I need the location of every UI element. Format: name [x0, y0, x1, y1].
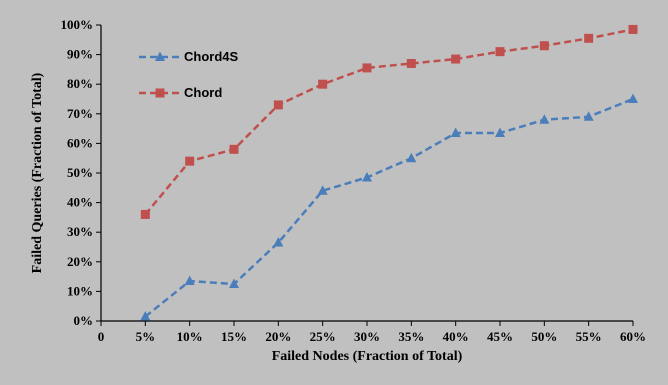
x-tick-label: 30%: [354, 329, 380, 344]
x-tick-label: 20%: [265, 329, 291, 344]
y-tick-label: 10%: [67, 283, 93, 298]
data-point-chord4s: [362, 171, 372, 182]
data-point-chord: [495, 47, 505, 57]
data-point-chord4s: [229, 278, 239, 288]
x-tick-label: 15%: [221, 329, 247, 344]
data-point-chord: [539, 41, 549, 51]
series-chord: [140, 24, 638, 219]
data-point-chord4s: [628, 93, 638, 103]
data-point-chord: [451, 54, 461, 64]
data-point-chord4s: [495, 127, 505, 138]
y-tick-label: 90%: [67, 47, 93, 62]
x-tick-label: 10%: [177, 329, 203, 344]
data-point-chord: [185, 156, 195, 166]
x-tick-label: 50%: [531, 329, 557, 344]
x-tick-label: 60%: [620, 329, 646, 344]
data-point-chord4s: [317, 185, 328, 195]
legend-marker-chord: [155, 88, 165, 98]
y-tick-label: 40%: [67, 195, 93, 210]
data-point-chord: [362, 63, 372, 73]
data-point-chord4s: [140, 311, 151, 321]
data-point-chord: [140, 209, 150, 219]
legend-item-chord: Chord: [139, 85, 222, 100]
data-point-chord: [406, 58, 416, 68]
data-point-chord: [628, 24, 638, 34]
y-tick-label: 60%: [67, 135, 93, 150]
data-point-chord4s: [406, 152, 417, 163]
legend-label-chord4s: Chord4S: [184, 49, 239, 64]
y-axis-title: Failed Queries (Fraction of Total): [30, 72, 45, 273]
legend-label-chord: Chord: [184, 85, 222, 100]
series-line-chord4s: [144, 97, 634, 318]
legend-marker-chord4s: [155, 51, 165, 61]
data-point-chord4s: [450, 127, 461, 138]
y-tick-label: 100%: [61, 17, 94, 32]
data-point-chord: [318, 79, 328, 89]
x-axis-title: Failed Nodes (Fraction of Total): [272, 349, 463, 364]
x-tick-label: 25%: [310, 329, 336, 344]
data-point-chord4s: [273, 237, 284, 247]
data-point-chord: [273, 100, 283, 110]
series-chord4s: [140, 93, 638, 321]
x-tick-label: 45%: [487, 329, 513, 344]
data-point-chord4s: [184, 275, 195, 286]
y-tick-label: 20%: [67, 254, 93, 269]
y-tick-label: 0%: [74, 313, 94, 328]
x-tick-label: 0: [98, 329, 105, 344]
y-tick-label: 50%: [67, 165, 93, 180]
y-tick-label: 70%: [67, 106, 93, 121]
x-tick-label: 40%: [443, 329, 469, 344]
data-point-chord: [584, 33, 594, 43]
x-tick-label: 5%: [136, 329, 156, 344]
data-point-chord4s: [583, 111, 594, 121]
x-tick-label: 55%: [576, 329, 602, 344]
y-tick-label: 30%: [67, 224, 93, 239]
data-point-chord: [229, 144, 239, 154]
x-tick-label: 35%: [398, 329, 424, 344]
legend-item-chord4s: Chord4S: [139, 49, 239, 64]
y-tick-label: 80%: [67, 76, 93, 91]
data-point-chord4s: [539, 114, 550, 124]
